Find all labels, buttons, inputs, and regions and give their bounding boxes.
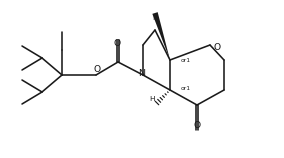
Text: O: O (113, 40, 121, 49)
Polygon shape (152, 12, 170, 60)
Text: H: H (152, 15, 158, 21)
Text: H: H (149, 96, 155, 102)
Text: O: O (193, 122, 201, 131)
Text: O: O (214, 43, 221, 52)
Text: or1: or1 (181, 58, 191, 64)
Text: N: N (139, 70, 145, 79)
Text: or1: or1 (181, 86, 191, 91)
Text: O: O (93, 66, 101, 75)
